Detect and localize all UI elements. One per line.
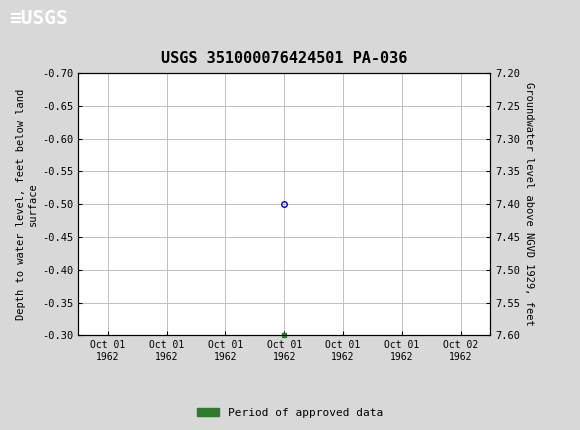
Title: USGS 351000076424501 PA-036: USGS 351000076424501 PA-036 [161, 51, 407, 66]
Y-axis label: Groundwater level above NGVD 1929, feet: Groundwater level above NGVD 1929, feet [524, 83, 534, 326]
Text: ≡USGS: ≡USGS [9, 9, 67, 28]
Legend: Period of approved data: Period of approved data [193, 403, 387, 422]
Y-axis label: Depth to water level, feet below land
surface: Depth to water level, feet below land su… [16, 89, 38, 320]
